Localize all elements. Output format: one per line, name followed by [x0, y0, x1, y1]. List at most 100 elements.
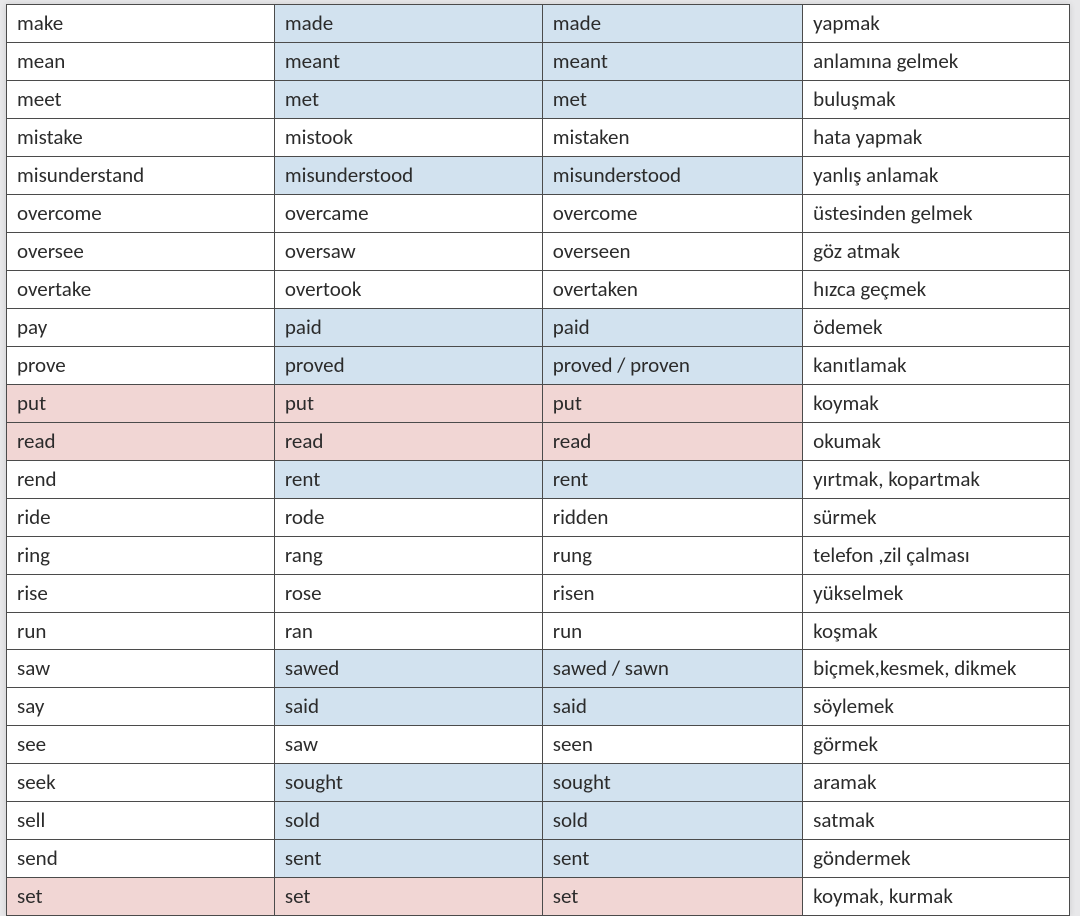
- cell-past_participle: overseen: [542, 232, 802, 270]
- table-row: seesawseengörmek: [7, 726, 1070, 764]
- cell-turkish: yapmak: [803, 5, 1070, 43]
- cell-simple_past: rose: [274, 574, 542, 612]
- table-row: readreadreadokumak: [7, 422, 1070, 460]
- cell-turkish: göndermek: [803, 840, 1070, 878]
- cell-past_participle: put: [542, 384, 802, 422]
- cell-infinitive: read: [7, 422, 275, 460]
- table-row: riseroserisenyükselmek: [7, 574, 1070, 612]
- cell-infinitive: sell: [7, 802, 275, 840]
- cell-infinitive: overtake: [7, 270, 275, 308]
- cell-past_participle: rent: [542, 460, 802, 498]
- table-row: sendsentsentgöndermek: [7, 840, 1070, 878]
- cell-infinitive: ride: [7, 498, 275, 536]
- table-row: seeksoughtsoughtaramak: [7, 764, 1070, 802]
- cell-turkish: yükselmek: [803, 574, 1070, 612]
- cell-past_participle: sent: [542, 840, 802, 878]
- cell-simple_past: rode: [274, 498, 542, 536]
- cell-turkish: aramak: [803, 764, 1070, 802]
- cell-turkish: görmek: [803, 726, 1070, 764]
- cell-turkish: okumak: [803, 422, 1070, 460]
- verb-table-container: makemademadeyapmakmeanmeantmeantanlamına…: [6, 4, 1070, 916]
- table-row: setsetsetkoymak, kurmak: [7, 878, 1070, 916]
- cell-past_participle: run: [542, 612, 802, 650]
- cell-past_participle: overcome: [542, 194, 802, 232]
- cell-past_participle: mistaken: [542, 118, 802, 156]
- cell-infinitive: overcome: [7, 194, 275, 232]
- cell-simple_past: mistook: [274, 118, 542, 156]
- cell-infinitive: saw: [7, 650, 275, 688]
- table-row: runranrunkoşmak: [7, 612, 1070, 650]
- table-row: overtakeovertookovertakenhızca geçmek: [7, 270, 1070, 308]
- cell-past_participle: meant: [542, 42, 802, 80]
- cell-simple_past: ran: [274, 612, 542, 650]
- cell-infinitive: run: [7, 612, 275, 650]
- cell-infinitive: mean: [7, 42, 275, 80]
- cell-past_participle: ridden: [542, 498, 802, 536]
- verb-table: makemademadeyapmakmeanmeantmeantanlamına…: [6, 4, 1070, 916]
- cell-simple_past: overcame: [274, 194, 542, 232]
- cell-simple_past: sawed: [274, 650, 542, 688]
- table-row: overseeoversawoverseengöz atmak: [7, 232, 1070, 270]
- table-row: makemademadeyapmak: [7, 5, 1070, 43]
- cell-simple_past: misunderstood: [274, 156, 542, 194]
- table-row: saysaidsaidsöylemek: [7, 688, 1070, 726]
- cell-past_participle: misunderstood: [542, 156, 802, 194]
- cell-infinitive: say: [7, 688, 275, 726]
- cell-infinitive: meet: [7, 80, 275, 118]
- cell-past_participle: made: [542, 5, 802, 43]
- cell-turkish: koymak, kurmak: [803, 878, 1070, 916]
- cell-simple_past: rent: [274, 460, 542, 498]
- cell-past_participle: set: [542, 878, 802, 916]
- table-row: misunderstandmisunderstoodmisunderstoody…: [7, 156, 1070, 194]
- cell-infinitive: rise: [7, 574, 275, 612]
- cell-turkish: telefon ,zil çalması: [803, 536, 1070, 574]
- cell-past_participle: rung: [542, 536, 802, 574]
- cell-turkish: koymak: [803, 384, 1070, 422]
- cell-past_participle: risen: [542, 574, 802, 612]
- cell-turkish: üstesinden gelmek: [803, 194, 1070, 232]
- cell-simple_past: proved: [274, 346, 542, 384]
- table-row: overcomeovercameovercomeüstesinden gelme…: [7, 194, 1070, 232]
- cell-infinitive: rend: [7, 460, 275, 498]
- cell-infinitive: prove: [7, 346, 275, 384]
- cell-simple_past: oversaw: [274, 232, 542, 270]
- cell-turkish: hızca geçmek: [803, 270, 1070, 308]
- cell-simple_past: met: [274, 80, 542, 118]
- cell-infinitive: set: [7, 878, 275, 916]
- cell-past_participle: proved / proven: [542, 346, 802, 384]
- cell-past_participle: overtaken: [542, 270, 802, 308]
- cell-infinitive: make: [7, 5, 275, 43]
- table-row: putputputkoymak: [7, 384, 1070, 422]
- table-row: paypaidpaidödemek: [7, 308, 1070, 346]
- cell-simple_past: set: [274, 878, 542, 916]
- cell-simple_past: sought: [274, 764, 542, 802]
- cell-past_participle: sold: [542, 802, 802, 840]
- page: makemademadeyapmakmeanmeantmeantanlamına…: [0, 0, 1080, 879]
- cell-turkish: yanlış anlamak: [803, 156, 1070, 194]
- cell-turkish: hata yapmak: [803, 118, 1070, 156]
- table-row: mistakemistookmistakenhata yapmak: [7, 118, 1070, 156]
- cell-infinitive: see: [7, 726, 275, 764]
- cell-turkish: ödemek: [803, 308, 1070, 346]
- cell-turkish: yırtmak, kopartmak: [803, 460, 1070, 498]
- cell-turkish: biçmek,kesmek, dikmek: [803, 650, 1070, 688]
- cell-turkish: söylemek: [803, 688, 1070, 726]
- cell-simple_past: sold: [274, 802, 542, 840]
- cell-infinitive: mistake: [7, 118, 275, 156]
- verb-table-body: makemademadeyapmakmeanmeantmeantanlamına…: [7, 5, 1070, 916]
- table-row: rendrentrentyırtmak, kopartmak: [7, 460, 1070, 498]
- cell-infinitive: oversee: [7, 232, 275, 270]
- cell-simple_past: said: [274, 688, 542, 726]
- cell-simple_past: meant: [274, 42, 542, 80]
- cell-infinitive: put: [7, 384, 275, 422]
- cell-turkish: koşmak: [803, 612, 1070, 650]
- table-row: meanmeantmeantanlamına gelmek: [7, 42, 1070, 80]
- cell-infinitive: ring: [7, 536, 275, 574]
- cell-infinitive: seek: [7, 764, 275, 802]
- cell-infinitive: misunderstand: [7, 156, 275, 194]
- table-row: ringrangrungtelefon ,zil çalması: [7, 536, 1070, 574]
- cell-simple_past: saw: [274, 726, 542, 764]
- table-row: rideroderiddensürmek: [7, 498, 1070, 536]
- cell-infinitive: send: [7, 840, 275, 878]
- cell-simple_past: made: [274, 5, 542, 43]
